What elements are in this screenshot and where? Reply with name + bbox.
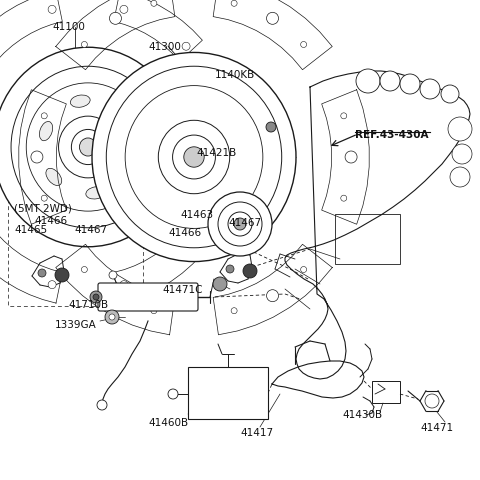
Circle shape — [243, 264, 257, 278]
Circle shape — [218, 180, 226, 189]
Circle shape — [450, 168, 470, 188]
Circle shape — [38, 269, 46, 277]
Circle shape — [300, 267, 307, 273]
Text: 41466: 41466 — [34, 216, 67, 226]
Circle shape — [341, 196, 347, 202]
Ellipse shape — [0, 48, 183, 247]
Text: REF.43-430A: REF.43-430A — [355, 130, 429, 140]
Ellipse shape — [184, 147, 204, 168]
Circle shape — [105, 311, 119, 324]
Text: 41421B: 41421B — [196, 148, 236, 157]
Circle shape — [120, 6, 128, 14]
Text: 1140KB: 1140KB — [215, 70, 255, 80]
Bar — [335, 215, 400, 264]
Bar — [372, 381, 400, 403]
Ellipse shape — [123, 154, 136, 173]
Circle shape — [82, 42, 87, 48]
Circle shape — [48, 6, 56, 14]
Ellipse shape — [59, 117, 118, 179]
Circle shape — [109, 13, 121, 25]
Circle shape — [425, 394, 439, 408]
Bar — [8, 197, 143, 306]
Circle shape — [266, 290, 278, 302]
Circle shape — [48, 281, 56, 289]
Text: 41300: 41300 — [148, 42, 181, 52]
Circle shape — [452, 144, 472, 165]
Circle shape — [182, 244, 190, 252]
Circle shape — [356, 70, 380, 94]
Text: (5MT 2WD): (5MT 2WD) — [14, 204, 72, 214]
Circle shape — [420, 80, 440, 100]
Text: 41100: 41100 — [52, 22, 85, 32]
Text: 41466: 41466 — [168, 228, 201, 238]
Circle shape — [151, 308, 157, 314]
Circle shape — [441, 86, 459, 104]
Circle shape — [213, 277, 227, 291]
Ellipse shape — [106, 67, 282, 248]
Text: 41417: 41417 — [240, 427, 273, 437]
Circle shape — [266, 123, 276, 133]
Ellipse shape — [26, 84, 150, 212]
Circle shape — [231, 1, 237, 7]
Circle shape — [90, 291, 102, 303]
Ellipse shape — [80, 139, 96, 156]
Text: 41467: 41467 — [74, 225, 107, 235]
Circle shape — [228, 213, 252, 237]
Circle shape — [31, 152, 43, 164]
Text: 41467: 41467 — [228, 217, 261, 228]
Ellipse shape — [125, 86, 263, 229]
Circle shape — [400, 75, 420, 95]
Circle shape — [300, 42, 307, 48]
Ellipse shape — [92, 53, 296, 262]
Circle shape — [208, 192, 272, 256]
Circle shape — [41, 196, 47, 202]
Circle shape — [234, 218, 246, 230]
Ellipse shape — [158, 121, 230, 194]
Ellipse shape — [46, 169, 62, 186]
Circle shape — [345, 152, 357, 164]
Circle shape — [55, 268, 69, 282]
Circle shape — [120, 281, 128, 289]
Text: 41460B: 41460B — [148, 417, 188, 427]
Circle shape — [380, 72, 400, 92]
Ellipse shape — [39, 122, 53, 142]
Circle shape — [218, 203, 262, 247]
Circle shape — [93, 294, 99, 300]
Text: 41430B: 41430B — [342, 409, 382, 419]
Ellipse shape — [11, 67, 165, 228]
Circle shape — [41, 114, 47, 120]
Text: 41710B: 41710B — [68, 300, 108, 309]
Circle shape — [97, 400, 107, 410]
Circle shape — [109, 271, 117, 279]
Circle shape — [182, 43, 190, 51]
Circle shape — [109, 290, 121, 302]
FancyBboxPatch shape — [98, 283, 198, 312]
Text: 41471C: 41471C — [162, 285, 203, 294]
Circle shape — [168, 389, 178, 399]
Circle shape — [82, 267, 87, 273]
Ellipse shape — [86, 187, 106, 200]
Ellipse shape — [114, 109, 130, 126]
Text: 41465: 41465 — [14, 225, 47, 235]
Ellipse shape — [71, 96, 90, 108]
Circle shape — [109, 314, 115, 320]
Circle shape — [218, 107, 226, 115]
Circle shape — [266, 13, 278, 25]
Circle shape — [231, 308, 237, 314]
Circle shape — [151, 1, 157, 7]
Circle shape — [448, 118, 472, 142]
Text: 41463: 41463 — [180, 210, 213, 219]
Circle shape — [226, 265, 234, 274]
Ellipse shape — [72, 130, 105, 165]
Text: 1339GA: 1339GA — [55, 319, 97, 329]
Circle shape — [341, 114, 347, 120]
FancyBboxPatch shape — [188, 367, 268, 419]
Ellipse shape — [173, 136, 216, 180]
Text: 41471: 41471 — [420, 422, 453, 432]
